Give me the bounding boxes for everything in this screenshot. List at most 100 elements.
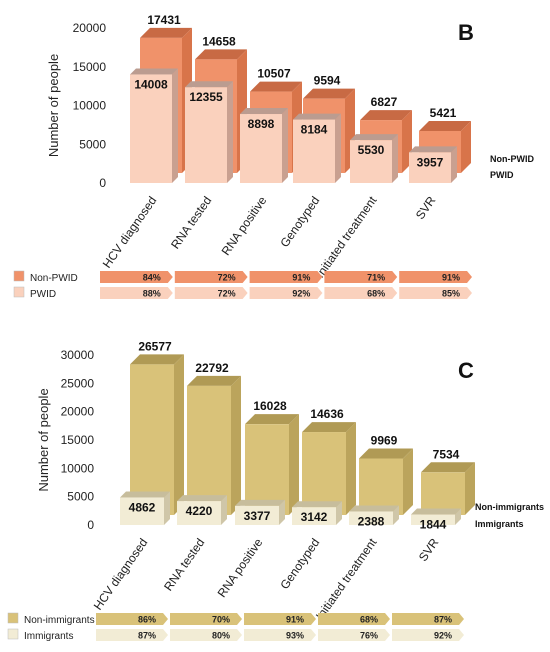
panel-c-x-tick-label: Initiated treatment: [313, 535, 380, 622]
panel-c-bar-immigrants-side: [393, 505, 399, 525]
panel-c-bar-non-immigrants-top: [130, 354, 184, 365]
panel-c-data-label: 9969: [371, 434, 398, 448]
panel-c-bar-non-immigrants-top: [359, 448, 413, 459]
panel-c-legend-label: Non-immigrants: [24, 615, 95, 626]
panel-c-bar-immigrants: [177, 501, 221, 525]
panel-c-bar-non-immigrants-side: [403, 448, 413, 515]
panel-b-bar-pwid: [293, 119, 335, 183]
panel-b-legend-swatch: [13, 286, 25, 298]
panel-b-retention-arrow: [100, 287, 173, 299]
panel-b-retention-value: 88%: [143, 289, 161, 299]
panel-b-retention-value: 91%: [442, 273, 460, 283]
panel-b-retention-value: 84%: [143, 273, 161, 283]
panel-b-y-tick: 15000: [73, 60, 107, 74]
panel-c-x-tick-label: SVR: [416, 535, 442, 564]
panel-c-data-label: 22792: [195, 361, 229, 375]
panel-c-retention-value: 76%: [360, 631, 378, 641]
panel-b-bar-non-pwid-side: [461, 120, 471, 173]
panel-c-data-label: 26577: [138, 339, 172, 353]
panel-c-x-tick-label: Genotyped: [277, 536, 322, 592]
panel-b-data-label: 14008: [134, 77, 168, 91]
panel-c-bar-immigrants-side: [279, 499, 285, 525]
panel-c-y-tick: 0: [87, 518, 94, 532]
panel-c-retention-value: 92%: [434, 631, 452, 641]
panel-c-bar-non-immigrants-side: [346, 422, 356, 515]
panel-c-retention-value: 68%: [360, 615, 378, 625]
panel-b-data-label: 12355: [189, 90, 223, 104]
panel-c-bar-non-immigrants-side: [465, 462, 475, 515]
panel-c-y-tick: 15000: [61, 433, 95, 447]
panel-c-retention-value: 86%: [138, 615, 156, 625]
panel-b-bar-non-pwid-top: [360, 110, 412, 121]
panel-c-data-label: 4862: [129, 500, 156, 514]
panel-c-bar-immigrants-top: [292, 501, 342, 508]
panel-b-bar-pwid-top: [350, 134, 398, 141]
panel-b-retention-value: 71%: [367, 273, 385, 283]
panel-b-bar-pwid-side: [172, 68, 178, 183]
panel-c-y-tick: 25000: [61, 376, 95, 390]
panel-c-bar-immigrants: [411, 514, 455, 525]
panel-c-bar-immigrants-top: [411, 508, 461, 515]
panel-b-legend-swatch: [13, 270, 25, 282]
panel-b-y-tick: 10000: [73, 99, 107, 113]
panel-b-y-axis-label: Number of people: [46, 54, 61, 157]
panel-c-bar-non-immigrants: [187, 385, 231, 515]
panel-b-retention-value: 72%: [218, 273, 236, 283]
panel-c-bar-immigrants-side: [221, 495, 227, 525]
panel-b-retention-value: 91%: [292, 273, 310, 283]
panel-b-y-tick: 20000: [73, 21, 107, 35]
panel-c-series-label: Non-immigrants: [475, 502, 544, 512]
panel-c-retention-arrow: [244, 629, 316, 641]
panel-c-bar-non-immigrants-top: [187, 375, 241, 386]
panel-b-x-tick-label: Genotyped: [277, 194, 322, 250]
panel-b-data-label: 10507: [257, 67, 291, 81]
panel-b-bar-non-pwid-top: [195, 49, 247, 60]
panel-c-bar-non-immigrants-side: [289, 414, 299, 515]
panel-b-panel-label: B: [458, 20, 474, 45]
panel-b-data-label: 8184: [301, 123, 328, 137]
panel-b-x-tick-label: RNA tested: [168, 194, 214, 252]
panel-c-retention-arrow: [392, 613, 464, 625]
panel-b-bar-pwid-side: [451, 146, 457, 183]
panel-c-legend-swatch: [7, 612, 19, 624]
panel-b-data-label: 6827: [371, 95, 398, 109]
panel-c-data-label: 14636: [310, 407, 344, 421]
panel-c-bar-non-immigrants-side: [174, 354, 184, 515]
panel-b-bar-pwid-top: [409, 146, 457, 153]
panel-c-retention-arrow: [96, 613, 168, 625]
panel-c-bar-non-immigrants-top: [245, 414, 299, 425]
panel-b-retention-arrow: [249, 287, 323, 299]
panel-c-y-tick: 10000: [61, 461, 95, 475]
panel-b-legend-label: PWID: [30, 289, 56, 300]
panel-b-legend-label: Non-PWID: [30, 273, 78, 284]
panel-b-bar-non-pwid-top: [419, 120, 471, 131]
panel-c-retention-value: 93%: [286, 631, 304, 641]
panel-b-retention-arrow: [324, 271, 398, 283]
panel-b-bar-pwid-side: [227, 81, 233, 183]
panel-b-retention-value: 85%: [442, 289, 460, 299]
panel-c-data-label: 1844: [420, 518, 447, 532]
panel-b-retention-arrow: [324, 287, 398, 299]
panel-c-bar-immigrants-top: [235, 499, 285, 506]
panel-c-y-axis-label: Number of people: [36, 388, 51, 491]
panel-c-bar-non-immigrants-top: [421, 462, 475, 473]
panel-c-data-label: 3377: [244, 509, 271, 523]
panel-c-bar-immigrants: [120, 497, 164, 525]
panel-c-retention-arrow: [318, 629, 390, 641]
panel-b-bar-pwid: [185, 87, 227, 183]
panel-b-y-tick: 0: [99, 176, 106, 190]
panel-b-retention-arrow: [399, 271, 472, 283]
panel-b-series-label: Non-PWID: [490, 154, 534, 164]
panel-c-bar-non-immigrants: [245, 424, 289, 515]
panel-c-y-tick: 20000: [61, 405, 95, 419]
panel-c-retention-value: 87%: [434, 615, 452, 625]
panel-c-retention-arrow: [170, 613, 242, 625]
panel-c-data-label: 2388: [358, 514, 385, 528]
panel-b-bar-pwid-top: [240, 108, 288, 115]
panel-c-bar-immigrants-top: [349, 505, 399, 512]
panel-c-bar-immigrants-side: [336, 501, 342, 525]
panel-c-retention-value: 80%: [212, 631, 230, 641]
panel-c-retention-arrow: [96, 629, 168, 641]
panel-c-bar-immigrants-side: [164, 491, 170, 525]
